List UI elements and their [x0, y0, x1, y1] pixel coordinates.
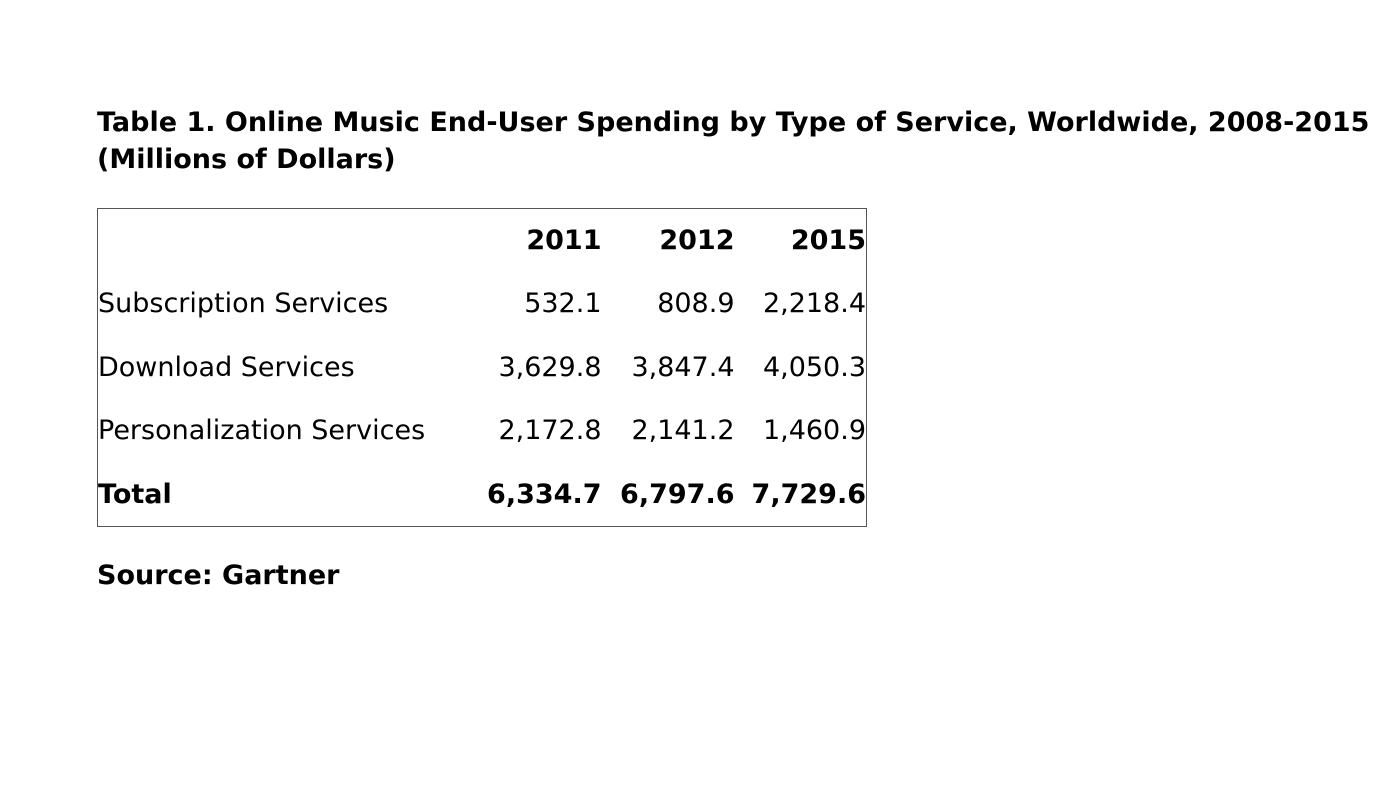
row-label: Personalization Services — [98, 415, 426, 447]
row-label: Download Services — [98, 351, 355, 383]
corner-cell — [98, 209, 470, 273]
table-row: Personalization Services 2,172.8 2,141.2 1,… — [98, 399, 867, 462]
value-cell: 2,141.2 — [631, 415, 735, 447]
value-cell: 6,334.7 — [487, 478, 602, 510]
table-body: Subscription Services 532.1 808.9 2,218.4 Do… — [98, 272, 867, 527]
header-row: 2011 2012 2015 — [98, 209, 867, 273]
value-cell: 808.9 — [657, 288, 735, 320]
value-cell: 3,629.8 — [498, 351, 602, 383]
value-cell: 2,172.8 — [498, 415, 602, 447]
table-row: Total 6,334.7 6,797.6 7,729.6 — [98, 462, 867, 526]
column-header: 2012 — [659, 225, 735, 256]
value-cell: 532.1 — [524, 288, 602, 320]
column-header: 2015 — [790, 225, 866, 256]
spending-table: 2011 2012 2015 Subscription Services 532.1 8… — [97, 208, 867, 527]
value-cell: 6,797.6 — [620, 478, 735, 510]
value-cell: 3,847.4 — [631, 351, 735, 383]
value-cell: 1,460.9 — [762, 415, 866, 447]
table-row: Download Services 3,629.8 3,847.4 4,050.3 — [98, 335, 867, 398]
source-note: Source: Gartner — [97, 560, 340, 591]
table-row: Subscription Services 532.1 808.9 2,218.4 — [98, 272, 867, 335]
row-label: Subscription Services — [98, 288, 389, 320]
value-cell: 2,218.4 — [762, 288, 866, 320]
table-head: 2011 2012 2015 — [98, 209, 867, 273]
row-label: Total — [98, 478, 172, 510]
value-cell: 4,050.3 — [762, 351, 866, 383]
value-cell: 7,729.6 — [751, 478, 866, 510]
column-header: 2011 — [526, 225, 602, 256]
table-title: Table 1. Online Music End-User Spending … — [97, 107, 1370, 175]
